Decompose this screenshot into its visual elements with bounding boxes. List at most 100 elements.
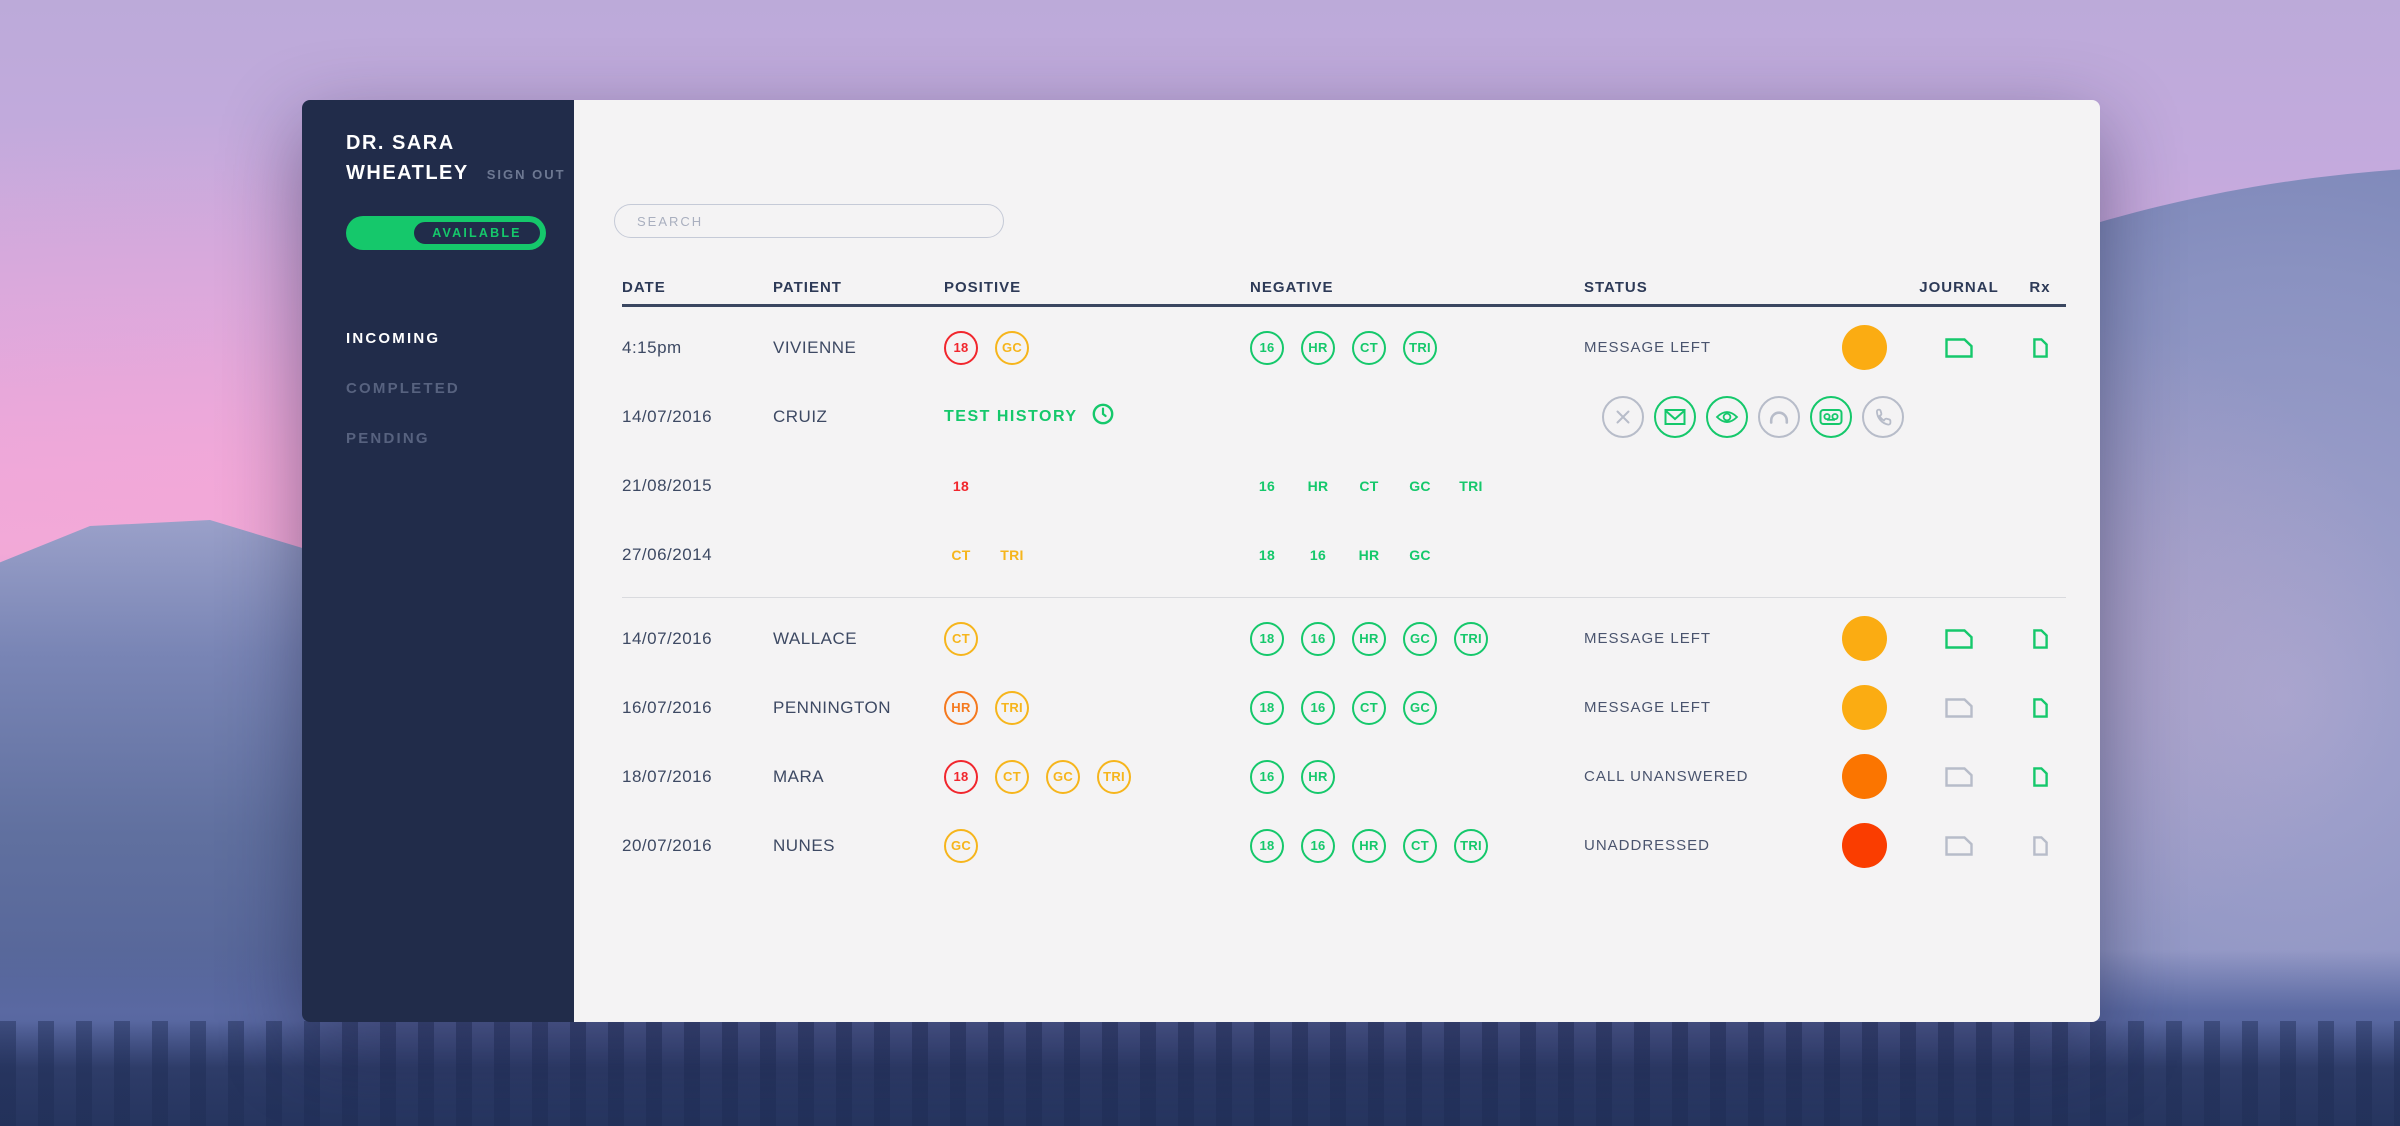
header-date: DATE [622,279,666,296]
history-positive-results: CT TRI [944,547,1250,563]
test-badge: GC [944,828,978,863]
history-test-label: TRI [1000,546,1024,563]
positive-badges: 18 GC [944,330,1250,365]
test-badge: GC [1403,621,1437,656]
status-dot-cell [1824,823,1904,868]
voicemail-action-button[interactable] [1810,395,1852,438]
test-badge: HR [1352,621,1386,656]
search-input[interactable] [614,204,1004,238]
sidebar-item-pending[interactable]: PENDING [346,430,430,447]
doctor-name-line2: WHEATLEY [346,162,469,184]
negative-badges: 16 HR CT TRI [1250,330,1584,365]
rx-icon[interactable] [2014,697,2066,718]
sidebar: DR. SARA WHEATLEY SIGN OUT AVAILABLE INC… [302,100,574,1022]
history-test-label: HR [1307,477,1329,494]
table-row[interactable]: 16/07/2016 PENNINGTON HR TRI 18 16 CT GC MESSAGE… [622,673,2066,742]
status-dot [1841,685,1887,730]
row-patient: NUNES [773,835,836,855]
table-row[interactable]: 20/07/2016 NUNES GC 18 16 HR CT TRI UNADDRESSED [622,811,2066,880]
test-badge: 16 [1301,690,1335,725]
status-dot [1841,325,1887,370]
test-badge: 16 [1250,759,1284,794]
test-badge: 16 [1301,828,1335,863]
row-status: MESSAGE LEFT [1584,699,1712,716]
row-date: 14/07/2016 [622,406,713,426]
test-badge: 16 [1301,621,1335,656]
eye-action-button[interactable] [1706,395,1748,438]
mail-action-button[interactable] [1654,395,1696,438]
row-date: 20/07/2016 [622,835,713,855]
test-badge: CT [1403,828,1437,863]
close-action-button[interactable] [1602,395,1644,438]
status-dot-cell [1824,754,1904,799]
positive-badges: HR TRI [944,690,1250,725]
history-positive-results: 18 [944,478,1250,494]
sidebar-item-incoming[interactable]: INCOMING [346,330,441,347]
test-badge: TRI [1097,759,1131,794]
test-badge: 18 [1250,690,1284,725]
wallpaper-treeline [0,1021,2400,1126]
history-row: 27/06/2014 CT TRI 18 16 HR GC [622,520,2066,589]
rx-icon[interactable] [2014,766,2066,787]
table-row[interactable]: 4:15pm VIVIENNE 18 GC 16 HR CT TRI MESSAGE LEFT [622,313,2066,382]
history-negative-results: 18 16 HR GC [1250,547,1584,563]
patients-table: DATE PATIENT POSITIVE NEGATIVE STATUS JO… [622,271,2066,880]
status-dot-cell [1824,325,1904,370]
app-window: DR. SARA WHEATLEY SIGN OUT AVAILABLE INC… [302,100,2100,1022]
negative-badges: 18 16 HR GC TRI [1250,621,1584,656]
row-patient: PENNINGTON [773,697,892,717]
test-history-link[interactable]: TEST HISTORY [944,403,1584,430]
test-badge: TRI [995,690,1029,725]
history-test-label: CT [951,546,971,563]
journal-icon[interactable] [1904,766,2014,787]
history-test-label: GC [1409,546,1431,563]
test-badge: GC [1046,759,1080,794]
table-divider [622,597,2066,598]
test-badge: HR [944,690,978,725]
status-dot-cell [1824,616,1904,661]
sidebar-nav: INCOMING COMPLETED PENDING [346,330,574,447]
row-date: 18/07/2016 [622,766,713,786]
test-badge: 18 [1250,621,1284,656]
rx-icon[interactable] [2014,835,2066,856]
history-test-label: 18 [1258,546,1276,563]
test-badge: CT [995,759,1029,794]
history-row: 21/08/2015 18 16 HR CT GC TRI [622,451,2066,520]
table-header: DATE PATIENT POSITIVE NEGATIVE STATUS JO… [622,271,2066,307]
availability-toggle[interactable]: AVAILABLE [346,216,546,250]
journal-icon[interactable] [1904,628,2014,649]
phone-action-button[interactable] [1862,395,1904,438]
test-badge: TRI [1454,621,1488,656]
rx-icon[interactable] [2014,628,2066,649]
header-journal: JOURNAL [1919,279,1999,296]
table-row[interactable]: 18/07/2016 MARA 18 CT GC TRI 16 HR CALL UNANSWER… [622,742,2066,811]
row-actions [1602,395,2066,438]
journal-icon[interactable] [1904,835,2014,856]
row-date: 21/08/2015 [622,475,713,495]
test-badge: GC [1403,690,1437,725]
row-status: MESSAGE LEFT [1584,630,1712,647]
rx-icon[interactable] [2014,337,2066,358]
handset-action-button[interactable] [1758,395,1800,438]
test-badge: HR [1301,330,1335,365]
test-history-label: TEST HISTORY [944,407,1078,425]
sign-out-button[interactable]: SIGN OUT [486,167,566,182]
history-test-label: GC [1409,477,1431,494]
test-badge: 18 [1250,828,1284,863]
test-badge: 18 [944,330,978,365]
table-body: 4:15pm VIVIENNE 18 GC 16 HR CT TRI MESSAGE LEFT 1… [622,307,2066,880]
sidebar-item-completed[interactable]: COMPLETED [346,380,460,397]
doctor-name-line1: DR. SARA [346,132,455,154]
history-test-label: TRI [1459,477,1483,494]
status-dot [1841,616,1887,661]
journal-icon[interactable] [1904,697,2014,718]
history-test-label: 16 [1258,477,1276,494]
history-test-label: HR [1358,546,1380,563]
journal-icon[interactable] [1904,337,2014,358]
test-badge: TRI [1454,828,1488,863]
table-row[interactable]: 14/07/2016 WALLACE CT 18 16 HR GC TRI MESSAGE LE… [622,604,2066,673]
row-date: 14/07/2016 [622,628,713,648]
status-dot [1841,754,1887,799]
history-negative-results: 16 HR CT GC TRI [1250,478,1584,494]
table-row[interactable]: 14/07/2016 CRUIZ TEST HISTORY [622,382,2066,451]
